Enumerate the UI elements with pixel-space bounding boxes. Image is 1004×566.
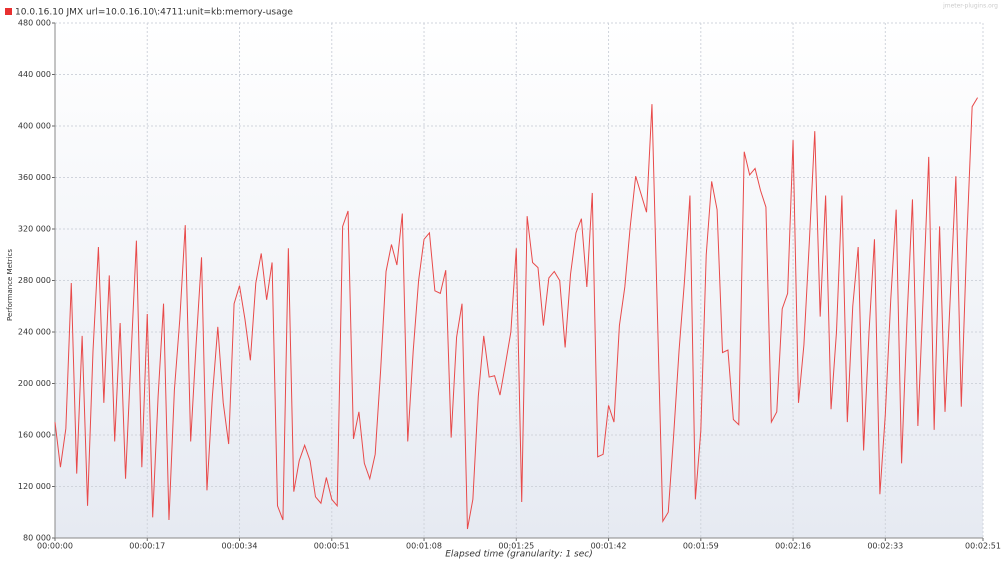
y-tick-label: 360 000 — [18, 173, 51, 182]
y-tick-label: 160 000 — [18, 431, 51, 440]
y-tick-label: 440 000 — [18, 70, 51, 79]
x-tick-label: 00:02:33 — [867, 542, 903, 551]
legend-label: 10.0.16.10 JMX url=10.0.16.10\:4711:unit… — [15, 8, 293, 18]
x-tick-label: 00:00:51 — [314, 542, 350, 551]
y-tick-label: 200 000 — [18, 379, 51, 388]
y-axis-label: Performance Metrics — [6, 249, 14, 321]
x-tick-label: 00:01:42 — [591, 542, 627, 551]
x-tick-label: 00:00:34 — [222, 542, 258, 551]
y-tick-label: 480 000 — [18, 19, 51, 28]
y-tick-label: 320 000 — [18, 225, 51, 234]
watermark: jmeter-plugins.org — [942, 3, 998, 10]
y-tick-label: 80 000 — [23, 534, 51, 543]
x-tick-label: 00:01:59 — [683, 542, 719, 551]
x-tick-label: 00:01:25 — [498, 542, 534, 551]
y-tick-label: 240 000 — [18, 328, 51, 337]
legend-swatch — [5, 8, 12, 15]
x-tick-label: 00:01:08 — [406, 542, 442, 551]
x-tick-label: 00:00:17 — [129, 542, 165, 551]
y-tick-label: 280 000 — [18, 276, 51, 285]
y-tick-label: 120 000 — [18, 482, 51, 491]
x-tick-label: 00:02:16 — [775, 542, 811, 551]
x-tick-label: 00:00:00 — [37, 542, 73, 551]
series-line — [54, 97, 979, 530]
y-tick-label: 400 000 — [18, 122, 51, 131]
x-axis-label: Elapsed time (granularity: 1 sec) — [445, 550, 593, 560]
x-tick-label: 00:02:51 — [965, 542, 1001, 551]
